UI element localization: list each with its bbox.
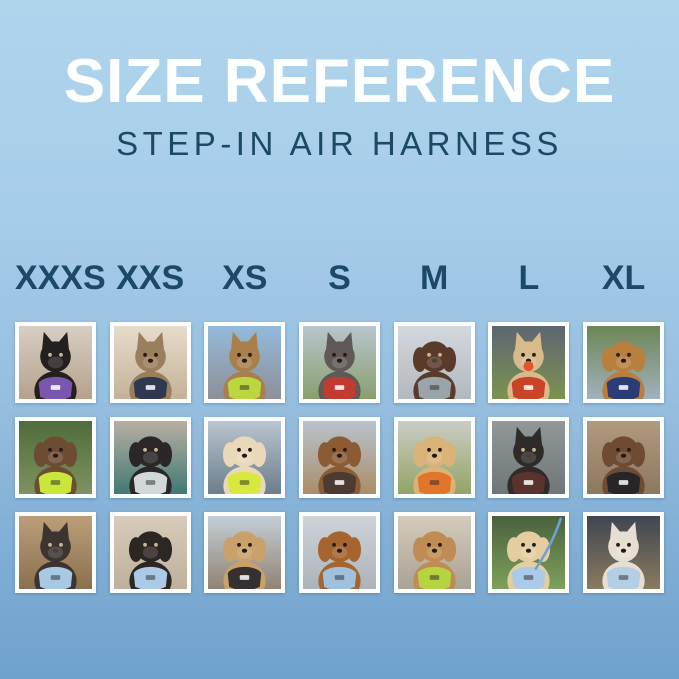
pet-photo-image bbox=[397, 421, 471, 494]
pet-photo-xs-row2 bbox=[204, 417, 286, 498]
pet-photo-image bbox=[208, 516, 282, 589]
pet-illustration bbox=[128, 436, 172, 494]
pet-illustration bbox=[412, 341, 456, 399]
pet-photo-image bbox=[303, 421, 376, 494]
pet-photo-image bbox=[492, 421, 566, 494]
pet-photo-xxs-row1 bbox=[109, 322, 191, 403]
pet-photo-image bbox=[587, 326, 661, 399]
pet-photo-xs-row1 bbox=[204, 322, 286, 403]
pet-illustration bbox=[602, 436, 646, 494]
pet-photo-image bbox=[208, 326, 282, 399]
pet-photo-s-row1 bbox=[299, 322, 380, 403]
pet-photo-l-row1 bbox=[488, 322, 570, 403]
photo-grid bbox=[0, 322, 679, 593]
page-title: SIZE REFERENCE bbox=[63, 47, 616, 116]
pet-photo-m-row3 bbox=[393, 512, 475, 593]
pet-illustration bbox=[128, 331, 172, 399]
pet-photo-image bbox=[303, 326, 376, 399]
pet-photo-image bbox=[397, 516, 471, 589]
page-subtitle: STEP-IN AIR HARNESS bbox=[116, 125, 563, 162]
pet-illustration bbox=[507, 331, 551, 399]
size-label-xl: XL bbox=[601, 259, 646, 297]
pet-photo-image bbox=[397, 326, 471, 399]
pet-photo-m-row1 bbox=[393, 322, 475, 403]
size-label-m: M bbox=[420, 259, 449, 297]
pet-photo-xl-row2 bbox=[583, 417, 665, 498]
pet-illustration bbox=[317, 531, 362, 589]
pet-photo-m-row2 bbox=[393, 417, 475, 498]
pet-illustration bbox=[223, 531, 267, 589]
pet-illustration bbox=[602, 341, 646, 399]
pet-illustration bbox=[34, 331, 77, 399]
size-label-l: L bbox=[518, 259, 540, 297]
size-label-xxs: XXS bbox=[116, 259, 185, 297]
pet-illustration bbox=[318, 331, 361, 399]
pet-photo-image bbox=[113, 326, 187, 399]
pet-photo-image bbox=[587, 421, 661, 494]
size-label-xs: XS bbox=[222, 259, 268, 297]
pet-photo-s-row3 bbox=[299, 512, 380, 593]
pet-photo-image bbox=[208, 421, 282, 494]
pet-illustration bbox=[412, 436, 456, 494]
pet-illustration bbox=[507, 426, 551, 494]
pet-photo-image bbox=[303, 516, 376, 589]
pet-illustration bbox=[223, 436, 267, 494]
pet-illustration bbox=[317, 436, 362, 494]
pet-illustration bbox=[602, 521, 645, 589]
pet-illustration bbox=[128, 531, 172, 589]
size-label-xxxs: XXXS bbox=[14, 259, 106, 297]
pet-photo-image bbox=[113, 421, 187, 494]
pet-illustration bbox=[412, 531, 456, 589]
pet-illustration bbox=[507, 517, 563, 589]
pet-photo-image bbox=[492, 326, 566, 399]
pet-photo-image bbox=[18, 516, 92, 589]
pet-photo-l-row2 bbox=[488, 417, 570, 498]
pet-photo-xs-row3 bbox=[204, 512, 286, 593]
size-labels-row: XXXS XXS XS S M L XL bbox=[0, 261, 679, 295]
pet-illustration bbox=[223, 331, 266, 399]
pet-photo-l-row3 bbox=[488, 512, 570, 593]
pet-photo-xl-row3 bbox=[583, 512, 665, 593]
pet-photo-image bbox=[18, 326, 92, 399]
pet-photo-xxs-row2 bbox=[109, 417, 191, 498]
pet-photo-image bbox=[492, 516, 566, 589]
pet-photo-xxs-row3 bbox=[109, 512, 191, 593]
pet-photo-xxxs-row2 bbox=[14, 417, 96, 498]
pet-photo-image bbox=[18, 421, 92, 494]
pet-illustration bbox=[34, 521, 77, 589]
pet-photo-image bbox=[113, 516, 187, 589]
pet-illustration bbox=[33, 436, 77, 494]
pet-photo-xxxs-row1 bbox=[14, 322, 96, 403]
pet-photo-xxxs-row3 bbox=[14, 512, 96, 593]
pet-photo-xl-row1 bbox=[583, 322, 665, 403]
pet-photo-s-row2 bbox=[299, 417, 380, 498]
size-label-s: S bbox=[328, 259, 351, 297]
pet-photo-image bbox=[587, 516, 661, 589]
